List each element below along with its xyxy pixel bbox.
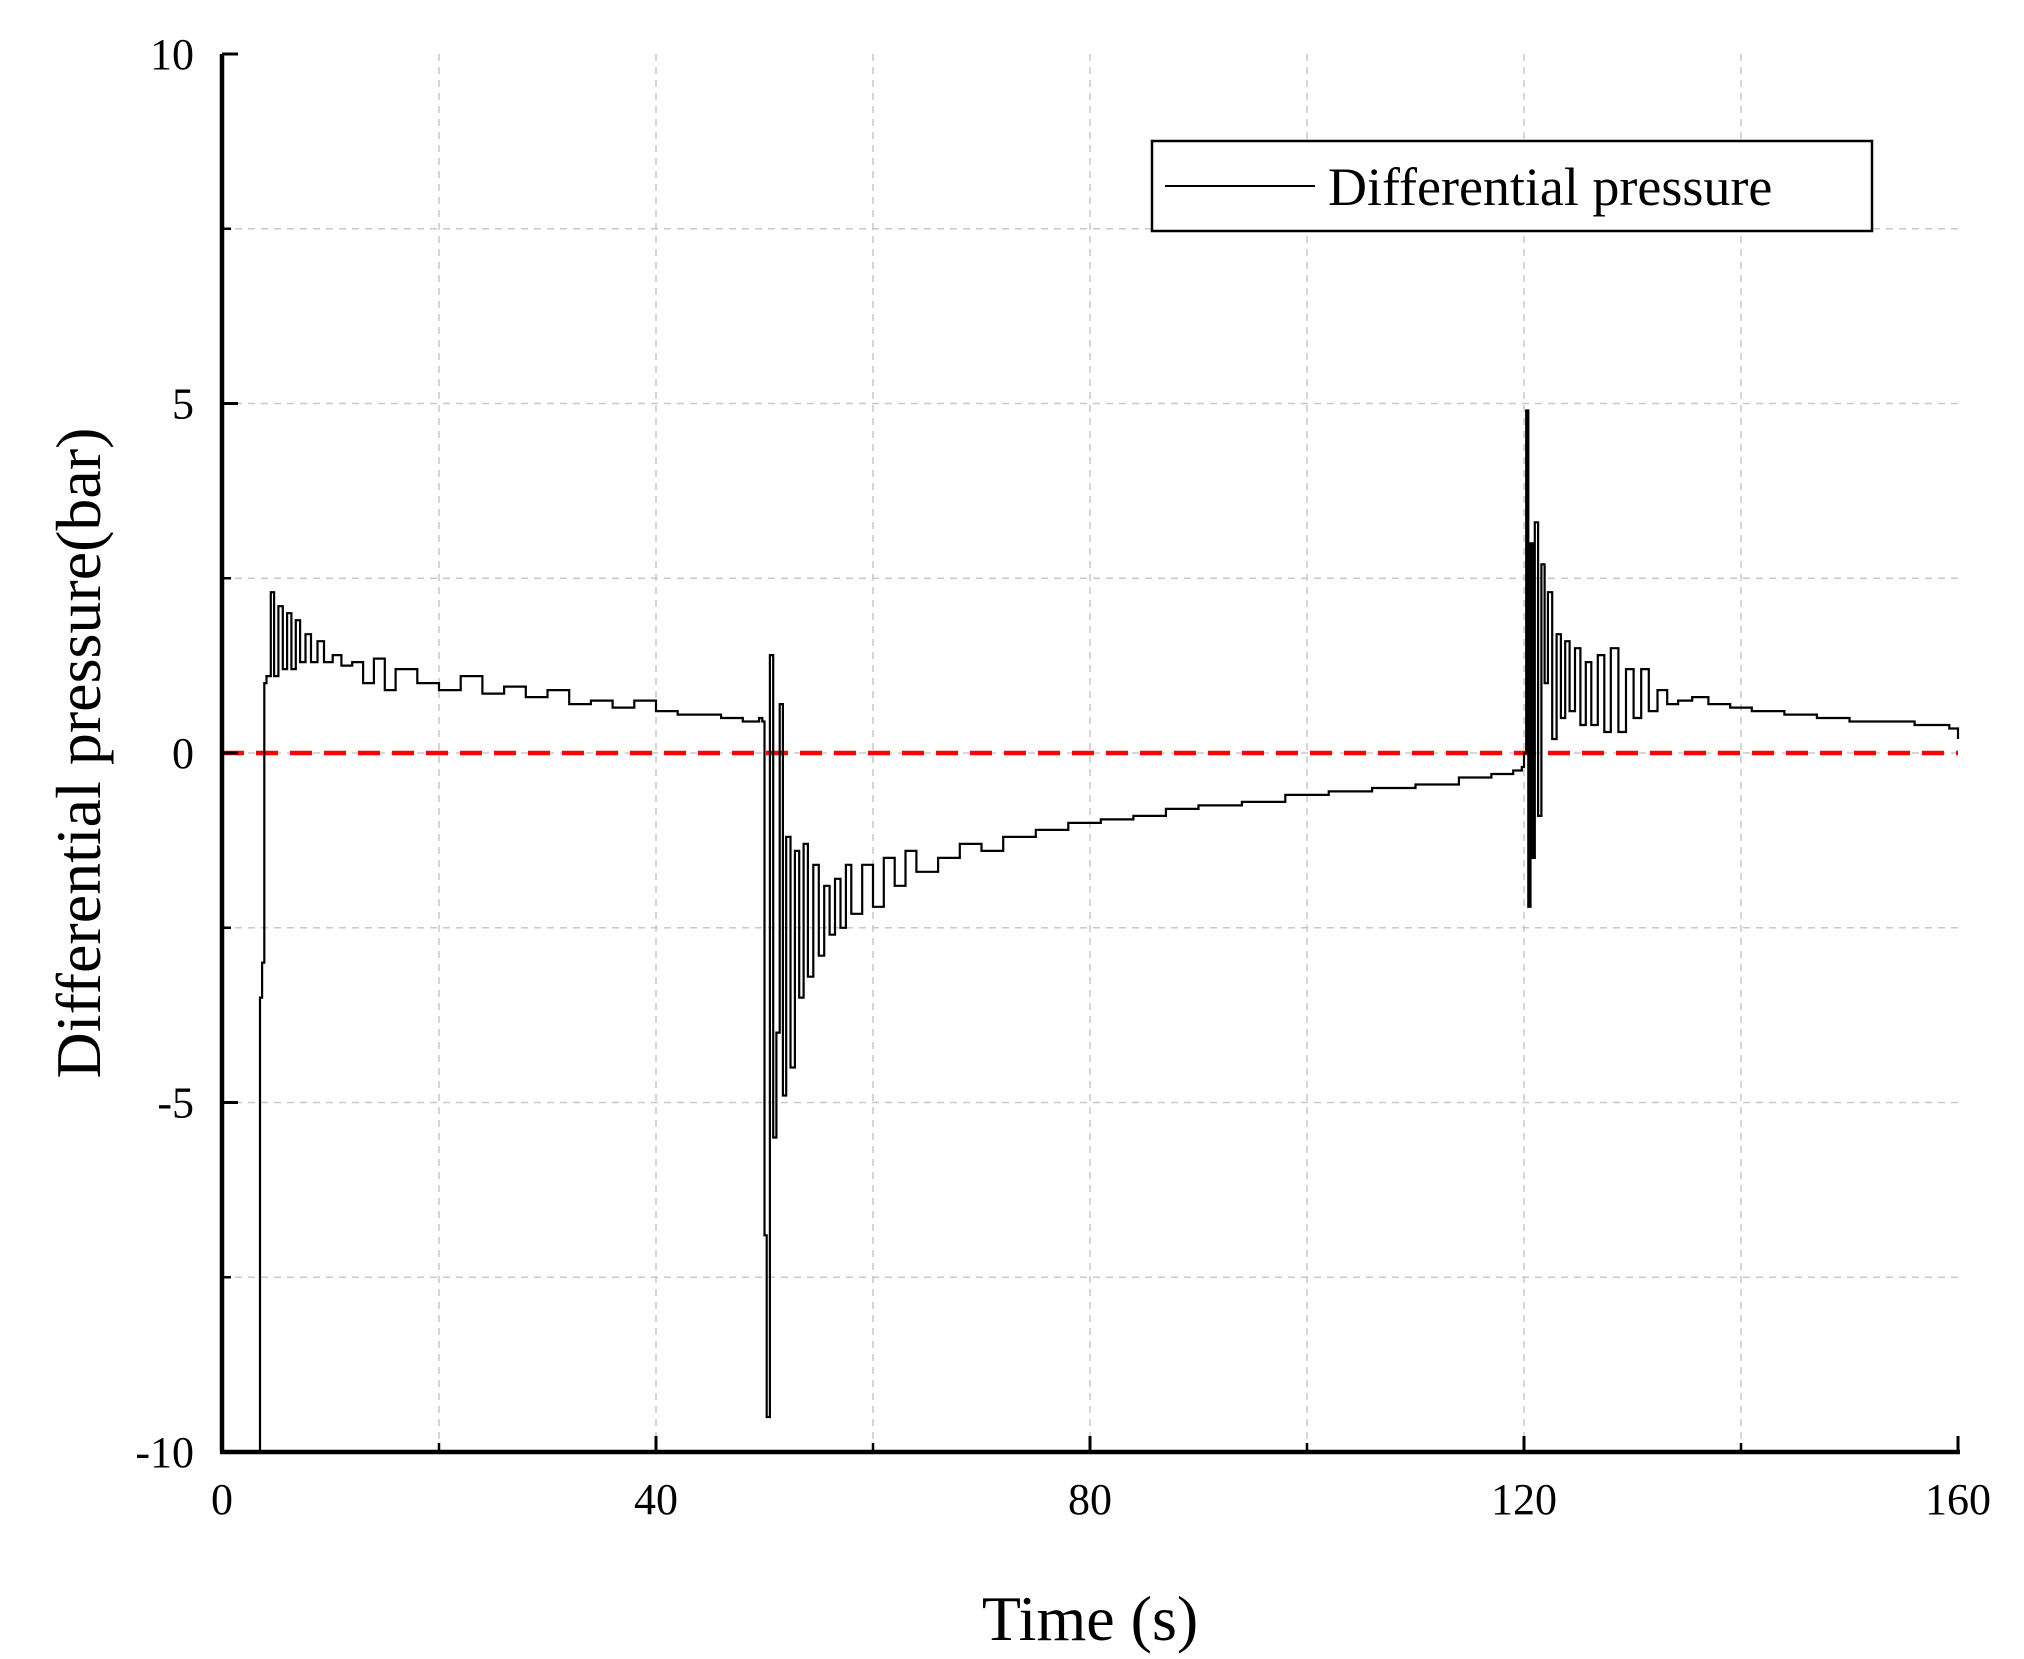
y-tick-label: 0 (172, 729, 194, 778)
y-tick-label: -5 (157, 1079, 194, 1128)
y-tick-label: 5 (172, 380, 194, 429)
x-axis-title: Time (s) (982, 1583, 1198, 1654)
legend: Differential pressure (1150, 139, 1874, 233)
x-tick-label: 160 (1925, 1475, 1991, 1524)
x-tick-label: 0 (211, 1475, 233, 1524)
legend-label: Differential pressure (1328, 157, 1772, 217)
axis-ticks (220, 52, 1960, 1454)
x-tick-label: 80 (1068, 1475, 1112, 1524)
tick-labels: 0 40 80 120 160 -10 -5 0 5 10 (135, 30, 1991, 1524)
y-tick-label: 10 (150, 30, 194, 79)
series-line-differential-pressure (222, 409, 1960, 1454)
y-axis-title: Differential pressure(bar) (43, 428, 114, 1079)
x-tick-label: 40 (634, 1475, 678, 1524)
x-tick-label: 120 (1491, 1475, 1557, 1524)
y-tick-label: -10 (135, 1428, 194, 1477)
